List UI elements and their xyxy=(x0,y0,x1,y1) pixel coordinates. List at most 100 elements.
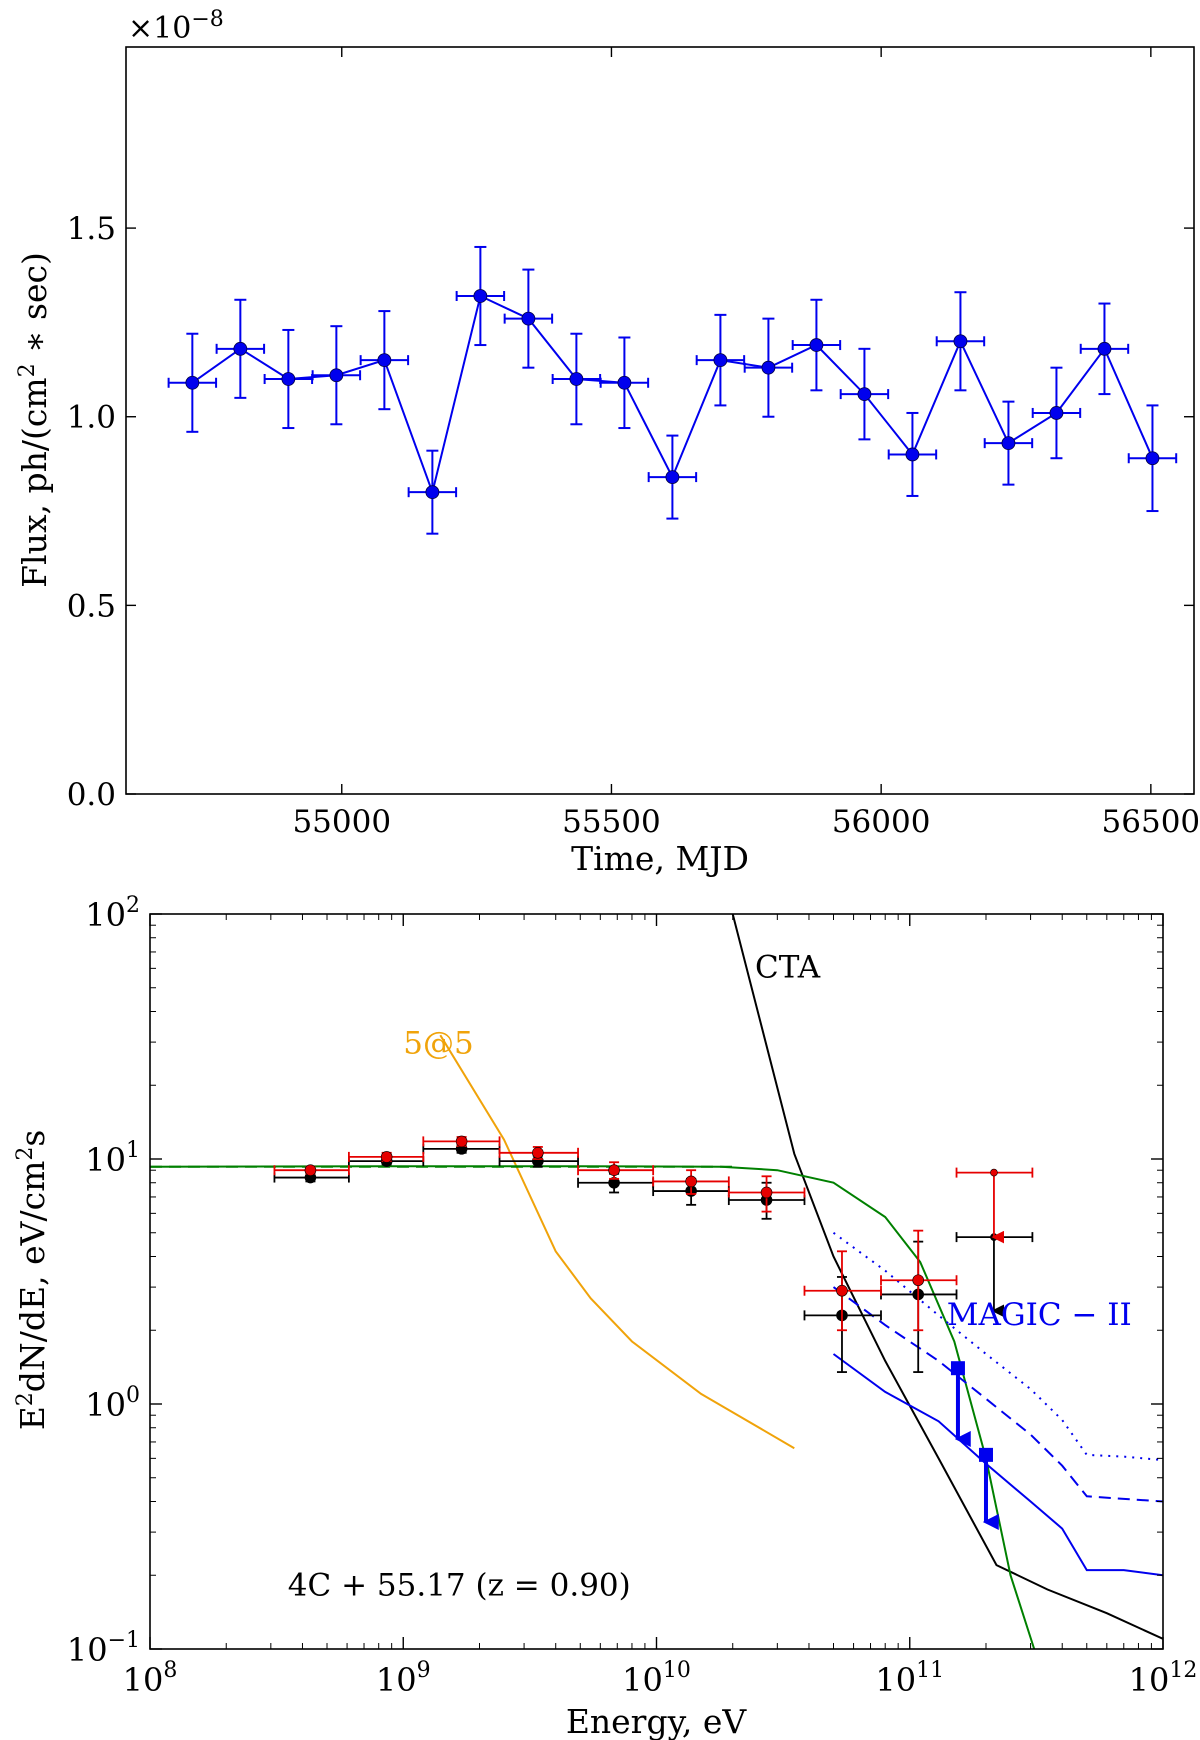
flux-point xyxy=(935,291,986,392)
flux-point xyxy=(167,332,218,433)
fermi-red-point xyxy=(422,1135,501,1148)
y-axis-label-sed: E2dN/dE, eV/cm2s xyxy=(13,1130,52,1431)
x-tick-label: 109 xyxy=(376,1658,431,1699)
flux-point xyxy=(263,328,314,430)
x-tick-label: 1010 xyxy=(622,1658,691,1699)
flux-point xyxy=(1031,366,1082,460)
x-tick-label: 1012 xyxy=(1129,1658,1198,1699)
fermi-red-marker xyxy=(760,1186,773,1199)
x-tick-label: 55500 xyxy=(562,804,661,840)
source-label: 4C + 55.17 (z = 0.90) xyxy=(288,1568,631,1604)
fermi-red-point xyxy=(652,1169,730,1195)
magic-upper-limits-square-marker xyxy=(978,1447,993,1462)
sed-axes-frame xyxy=(149,913,1164,1650)
fermi-red-point xyxy=(727,1175,806,1213)
fermi-red-point xyxy=(347,1151,425,1163)
y-axis-label-flux: Flux, ph/(cm2 ∗ sec) xyxy=(15,252,54,588)
fermi-red-marker xyxy=(380,1151,393,1163)
fermi-red-marker xyxy=(912,1274,925,1287)
fermi-black-point xyxy=(577,1172,655,1194)
flux-marker xyxy=(761,360,776,375)
light-curve-axes-frame xyxy=(125,46,1195,795)
flux-marker xyxy=(857,387,872,401)
y-tick-label: 101 xyxy=(85,1138,140,1179)
flux-marker xyxy=(1097,341,1112,356)
x-tick-label: 108 xyxy=(123,1658,178,1699)
flux-marker xyxy=(569,372,584,386)
fermi-red-point xyxy=(955,1167,1034,1244)
flux-point xyxy=(1127,404,1178,513)
flux-marker xyxy=(425,485,440,500)
flux-point xyxy=(743,317,794,418)
y-tick-label: 100 xyxy=(85,1383,140,1424)
flux-marker xyxy=(473,289,488,303)
flux-marker xyxy=(1145,451,1160,466)
offset-label: ×10−8 xyxy=(128,7,224,46)
flux-marker xyxy=(329,368,344,383)
flux-point xyxy=(1079,302,1130,396)
light-curve-panel: 55000 55500 56000 56500 0.0 0.5 1.0 1.5 ×10−8 T… xyxy=(15,7,1200,878)
flux-point xyxy=(455,245,506,347)
fermi-red-point xyxy=(498,1146,579,1160)
flux-marker xyxy=(377,353,392,368)
light-curve-ticks: 55000 55500 56000 56500 0.0 0.5 1.0 1.5 xyxy=(67,47,1200,840)
flux-marker xyxy=(905,447,920,462)
x-tick-label: 56000 xyxy=(832,804,931,840)
cta-sensitivity-line xyxy=(731,914,1163,1640)
fermi-red-marker xyxy=(455,1135,468,1148)
x-axis-label-energy: Energy, eV xyxy=(566,1702,748,1740)
flux-marker xyxy=(233,341,248,356)
flux-point xyxy=(551,332,602,426)
offset-exponent: −8 xyxy=(191,7,223,32)
fermi-red-point xyxy=(273,1164,350,1177)
magic-0.5h-line xyxy=(832,1231,1163,1462)
flux-point xyxy=(503,268,554,369)
y-tick-label: 1.5 xyxy=(67,211,116,247)
fermi-red-point xyxy=(880,1229,958,1332)
magic-upper-limits-point xyxy=(978,1447,999,1530)
flux-point xyxy=(359,310,410,411)
y-tick-label: 10−1 xyxy=(67,1628,140,1669)
flux-point xyxy=(407,449,458,535)
sed-marks xyxy=(150,914,1163,1649)
flux-marker xyxy=(185,375,200,390)
flux-marker xyxy=(521,311,536,326)
sed-annotations: 4C + 55.17 (z = 0.90) CTA 5@5 MAGIC − II xyxy=(288,950,1132,1604)
flux-marker xyxy=(809,338,824,352)
x-tick-label: 1011 xyxy=(875,1658,944,1699)
x-axis-label-time: Time, MJD xyxy=(571,839,749,878)
flux-point xyxy=(215,298,266,399)
light-curve-marks xyxy=(167,245,1178,535)
cta-label: CTA xyxy=(755,950,821,986)
magic-5h-line xyxy=(832,1286,1163,1503)
flux-point xyxy=(311,325,362,426)
flux-marker xyxy=(1049,406,1064,420)
fermi-red-marker xyxy=(608,1164,620,1177)
flux-point xyxy=(599,336,650,430)
x-tick-label: 56500 xyxy=(1102,804,1200,840)
flux-point xyxy=(983,400,1034,486)
y-tick-label: 0.0 xyxy=(67,777,116,813)
fermi-red-point xyxy=(577,1161,655,1180)
flux-marker xyxy=(617,375,632,390)
five-at-five-sensitivity-line xyxy=(439,1034,795,1450)
flux-point xyxy=(887,411,938,497)
flux-marker xyxy=(953,334,968,349)
flux-marker xyxy=(713,353,728,368)
flux-point xyxy=(791,298,842,392)
five-at-five-label: 5@5 xyxy=(403,1025,473,1061)
fermi-red-marker xyxy=(304,1164,317,1177)
x-tick-label: 55000 xyxy=(292,804,391,840)
magic-label: MAGIC − II xyxy=(947,1297,1132,1333)
y-tick-label: 0.5 xyxy=(67,588,116,624)
sed-ticks: 108 109 1010 1011 1012 10−1 100 101 102 xyxy=(67,893,1198,1699)
magic-upper-limits-point xyxy=(950,1361,971,1447)
fermi-red-marker xyxy=(685,1175,697,1188)
sed-panel: 108 109 1010 1011 1012 10−1 100 101 102 4C + 55.… xyxy=(13,893,1197,1740)
y-tick-label: 102 xyxy=(85,893,140,934)
fermi-red-marker xyxy=(532,1147,544,1159)
y-tick-label: 1.0 xyxy=(67,400,116,436)
magic-50h-line xyxy=(832,1353,1163,1577)
fermi-red-point xyxy=(803,1250,882,1332)
